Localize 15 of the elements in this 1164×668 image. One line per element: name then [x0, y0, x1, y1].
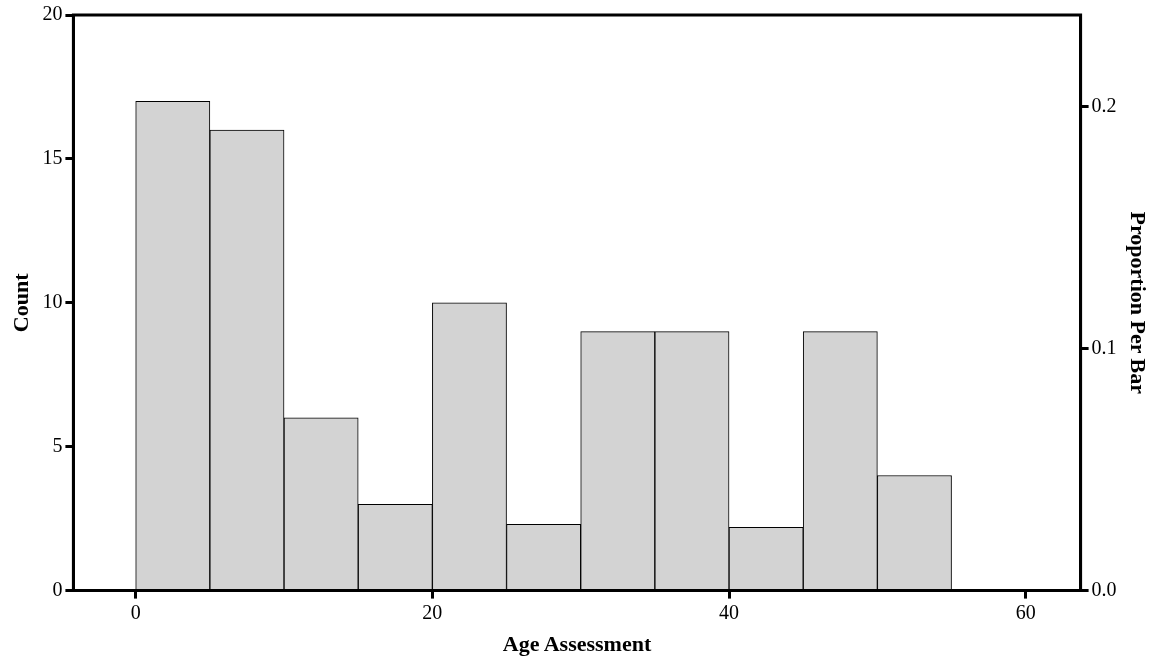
y-axis-title: Count: [7, 272, 33, 333]
y-tick-label: 0: [52, 577, 63, 600]
x-tick-label: 20: [422, 600, 443, 623]
x-axis-title: Age Assessment: [502, 631, 652, 657]
y-tick-label: 5: [52, 433, 63, 456]
y2-tick-label: 0.0: [1091, 577, 1117, 600]
x-tick-label: 0: [130, 600, 141, 623]
y-tick-label: 15: [42, 146, 63, 169]
y2-tick-label: 0.2: [1091, 94, 1117, 117]
y2-axis-title: Proportion Per Bar: [1126, 211, 1152, 395]
x-tick-label: 60: [1015, 600, 1036, 623]
x-tick-label: 40: [719, 600, 740, 623]
y-tick-label: 10: [42, 290, 63, 313]
y2-tick-label: 0.1: [1091, 336, 1117, 358]
y-tick-label: 20: [42, 2, 63, 25]
